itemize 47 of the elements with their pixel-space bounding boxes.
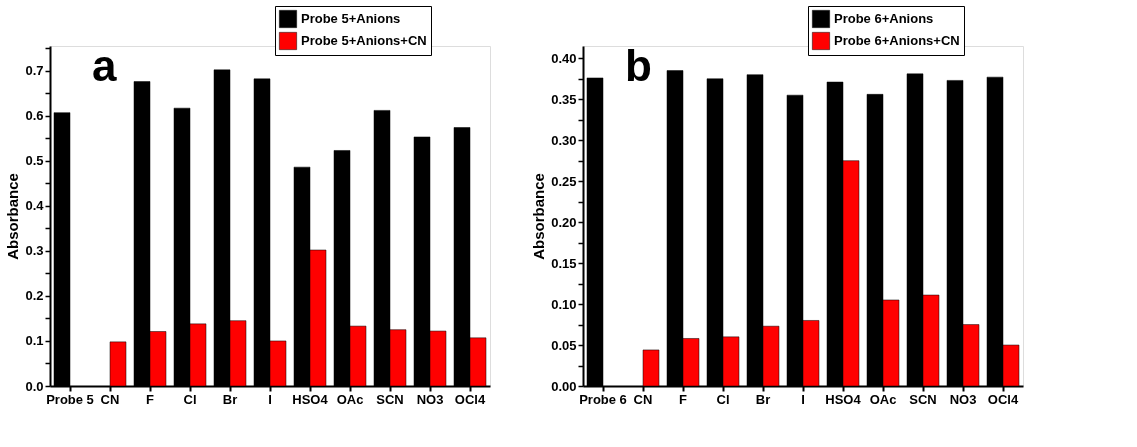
x-tick-label: F [146, 391, 155, 407]
x-tick-label: NO3 [949, 391, 977, 407]
x-tick-label: SCN [376, 391, 404, 407]
x-tick-label: OAc [336, 391, 364, 407]
legend-label: Probe 6+Anions [834, 11, 934, 26]
x-tick-label: HSO4 [292, 391, 329, 407]
legend-label: Probe 6+Anions+CN [834, 33, 960, 48]
legend-label: Probe 5+Anions+CN [301, 33, 427, 48]
y-tick-label: 0.05 [551, 337, 577, 353]
y-tick-label: 0.30 [551, 132, 577, 148]
x-tick-label: NO3 [416, 391, 444, 407]
y-tick-label: 0.3 [25, 243, 44, 259]
y-tick-label: 0.15 [551, 255, 577, 271]
x-tick-label: Br [755, 391, 771, 407]
annotation: b [625, 41, 652, 90]
x-tick-label: Probe 6 [579, 391, 627, 407]
y-tick-label: 0.35 [551, 91, 577, 107]
x-tick-label: CN [633, 391, 653, 407]
x-tick-label: HSO4 [825, 391, 862, 407]
y-tick-label: 0.4 [25, 198, 45, 214]
y-tick-label: 0.5 [25, 153, 44, 169]
x-tick-label: Br [222, 391, 238, 407]
y-tick-label: 0.25 [551, 173, 577, 189]
y-tick-label: 0.20 [551, 214, 577, 230]
x-tick-label: SCN [909, 391, 937, 407]
x-tick-label: I [801, 391, 805, 407]
y-tick-label: 0.6 [25, 108, 44, 124]
y-tick-label: 0.10 [551, 296, 577, 312]
x-tick-label: I [268, 391, 272, 407]
y-tick-label: 0.00 [551, 378, 577, 394]
annotation: a [92, 41, 117, 90]
x-tick-label: Probe 5 [46, 391, 94, 407]
x-tick-label: OCl4 [454, 391, 486, 407]
x-tick-label: Cl [183, 391, 197, 407]
x-tick-label: Cl [716, 391, 730, 407]
y-tick-label: 0.0 [25, 378, 44, 394]
y-tick-label: 0.2 [25, 288, 44, 304]
x-tick-label: OCl4 [987, 391, 1019, 407]
x-tick-label: CN [100, 391, 120, 407]
y-tick-label: 0.40 [551, 50, 577, 66]
y-tick-label: 0.1 [25, 333, 44, 349]
x-tick-label: OAc [869, 391, 897, 407]
y-tick-label: 0.7 [25, 63, 44, 79]
legend-label: Probe 5+Anions [301, 11, 401, 26]
y-axis-title: Absorbance [4, 173, 22, 260]
y-axis-title: Absorbance [530, 173, 548, 260]
x-tick-label: F [679, 391, 688, 407]
